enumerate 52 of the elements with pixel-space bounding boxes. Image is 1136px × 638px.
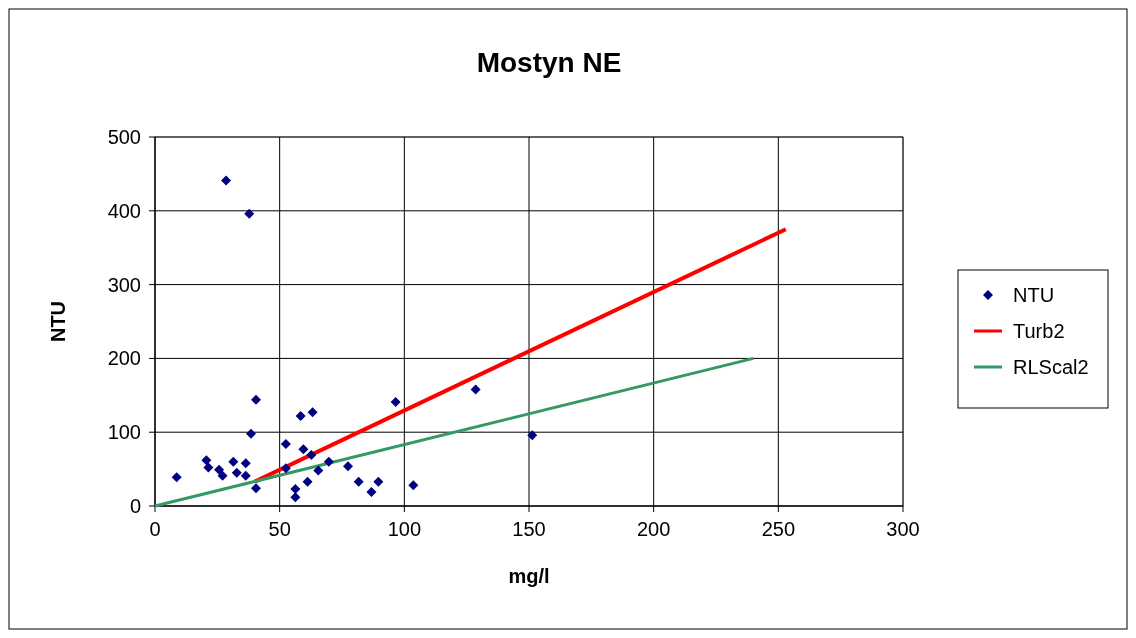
x-tick-label: 300 (886, 518, 920, 540)
point (280, 463, 291, 474)
y-tick-label: 400 (107, 199, 141, 222)
point (231, 467, 242, 478)
point (290, 484, 301, 495)
point (228, 456, 239, 467)
point (470, 384, 481, 395)
point (373, 476, 384, 487)
point (221, 175, 232, 186)
point (250, 483, 261, 494)
point (240, 458, 251, 469)
y-tick-label: 300 (107, 273, 141, 296)
point (250, 394, 261, 405)
point (408, 480, 419, 491)
point (217, 470, 228, 481)
point (366, 486, 377, 497)
chart-title: Mostyn NE (476, 47, 622, 78)
point (306, 450, 317, 461)
point (280, 439, 291, 450)
point (390, 396, 401, 407)
y-tick-label: 100 (107, 421, 141, 444)
point (295, 410, 306, 421)
x-tick-label: 250 (761, 518, 796, 540)
x-tick-label: 0 (149, 518, 161, 540)
x-tick-label: 100 (387, 518, 422, 540)
legend-label: NTU (1013, 284, 1055, 306)
point (307, 407, 318, 418)
x-tick-label: 200 (636, 518, 671, 540)
point (240, 470, 251, 481)
point (245, 428, 256, 439)
point (313, 465, 324, 476)
legend-label: RLScal2 (1013, 356, 1089, 378)
point (298, 444, 309, 455)
point (203, 462, 214, 473)
point (527, 430, 538, 441)
point (290, 492, 301, 503)
x-tick-label: 50 (268, 518, 291, 540)
point (171, 472, 182, 483)
point (323, 456, 334, 467)
point (201, 455, 212, 466)
point (302, 476, 313, 487)
y-axis-title: NTU (47, 300, 69, 343)
x-axis-title: mg/l (508, 565, 550, 587)
point (342, 461, 353, 472)
point (214, 464, 225, 475)
y-tick-label: 500 (107, 126, 141, 148)
y-tick-label: 0 (129, 495, 141, 517)
legend-label: Turb2 (1013, 320, 1065, 342)
x-tick-label: 150 (512, 518, 546, 540)
y-tick-label: 200 (107, 347, 141, 370)
point (244, 208, 255, 219)
point (353, 476, 364, 487)
